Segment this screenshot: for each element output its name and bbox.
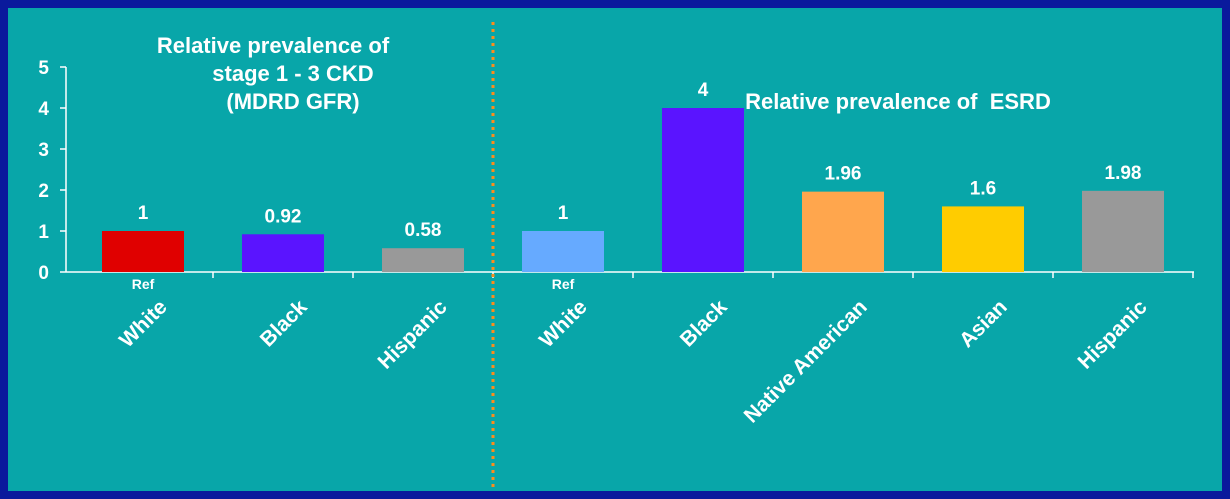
ckd-title-line-1: Relative prevalence of — [156, 33, 390, 58]
data-label: 0.92 — [265, 206, 302, 227]
x-tick-label: White — [535, 295, 592, 352]
data-label: 1 — [138, 203, 149, 224]
y-tick-label: 4 — [38, 99, 49, 120]
ckd-title-line-2: stage 1 - 3 CKD — [212, 61, 374, 86]
x-tick-label: Black — [676, 295, 732, 351]
bar-chart: 0 1 2 3 4 5 1 Ref White 0.92 Black 0.58 Hispanic 1 Ref… — [38, 22, 1194, 488]
data-label: 1.96 — [825, 164, 862, 185]
ref-label: Ref — [552, 276, 575, 292]
y-tick-label: 2 — [38, 181, 49, 202]
bar — [522, 231, 604, 272]
x-tick-label: Black — [256, 295, 312, 351]
y-tick-label: 0 — [38, 263, 49, 284]
bar — [1082, 190, 1164, 272]
ckd-title-line-3: (MDRD GFR) — [226, 89, 360, 114]
x-tick-label: Hispanic — [374, 295, 452, 373]
bar — [942, 206, 1024, 272]
bar — [382, 248, 464, 272]
data-label: 4 — [698, 80, 709, 101]
y-tick-label: 1 — [38, 222, 49, 243]
esrd-title-line-1: Relative prevalence of ESRD — [745, 89, 1051, 114]
panel-title-ckd: Relative prevalence of stage 1 - 3 CKD (… — [123, 32, 423, 116]
bar — [802, 191, 884, 272]
x-tick-label: Native American — [740, 295, 872, 427]
y-tick-label: 5 — [38, 58, 49, 79]
chart-slide: Relative prevalence of stage 1 - 3 CKD (… — [8, 8, 1222, 491]
data-label: 1.98 — [1105, 163, 1142, 184]
x-tick-label: White — [115, 295, 172, 352]
bar — [102, 231, 184, 272]
data-label: 1 — [558, 203, 569, 224]
y-tick-label: 3 — [38, 140, 49, 161]
x-tick-label: Hispanic — [1074, 295, 1152, 373]
bar — [242, 234, 324, 272]
data-label: 0.58 — [405, 220, 442, 241]
x-tick-label: Asian — [955, 295, 1012, 352]
panel-title-esrd: Relative prevalence of ESRD — [668, 32, 1128, 172]
data-label: 1.6 — [970, 178, 996, 199]
bar — [662, 108, 744, 272]
ref-label: Ref — [132, 276, 155, 292]
